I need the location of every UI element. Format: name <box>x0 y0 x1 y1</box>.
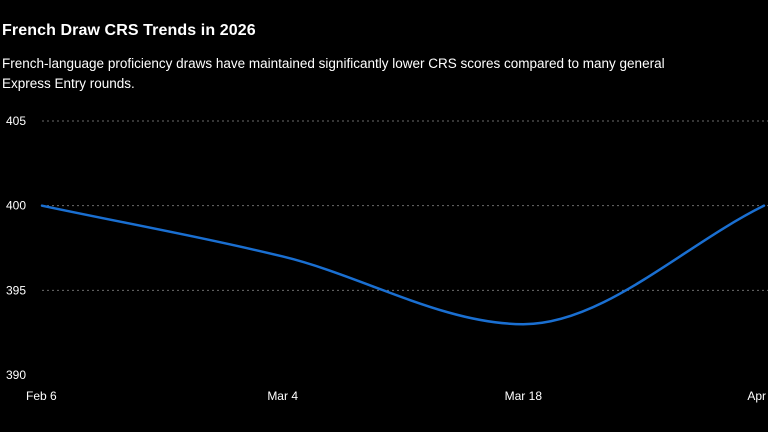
y-tick-label: 390 <box>6 368 26 382</box>
series-lines <box>40 204 766 326</box>
y-tick-label: 395 <box>6 283 26 297</box>
x-axis-tick-labels: Feb 6 Mar 4 Mar 18 Apr <box>26 389 766 403</box>
gridlines <box>42 120 768 291</box>
y-tick-label: 400 <box>6 199 26 213</box>
chart-title: French Draw CRS Trends in 2026 <box>2 22 256 39</box>
x-tick-label: Mar 18 <box>505 389 543 403</box>
x-tick-label: Mar 4 <box>267 389 298 403</box>
x-tick-label: Feb 6 <box>26 389 57 403</box>
y-axis-tick-labels: 390 395 400 405 <box>6 114 26 382</box>
chart-subtitle: French-language proficiency draws have m… <box>2 56 665 91</box>
series-line-0 <box>40 204 766 326</box>
y-tick-label: 405 <box>6 114 26 128</box>
x-tick-label: Apr <box>747 389 766 403</box>
